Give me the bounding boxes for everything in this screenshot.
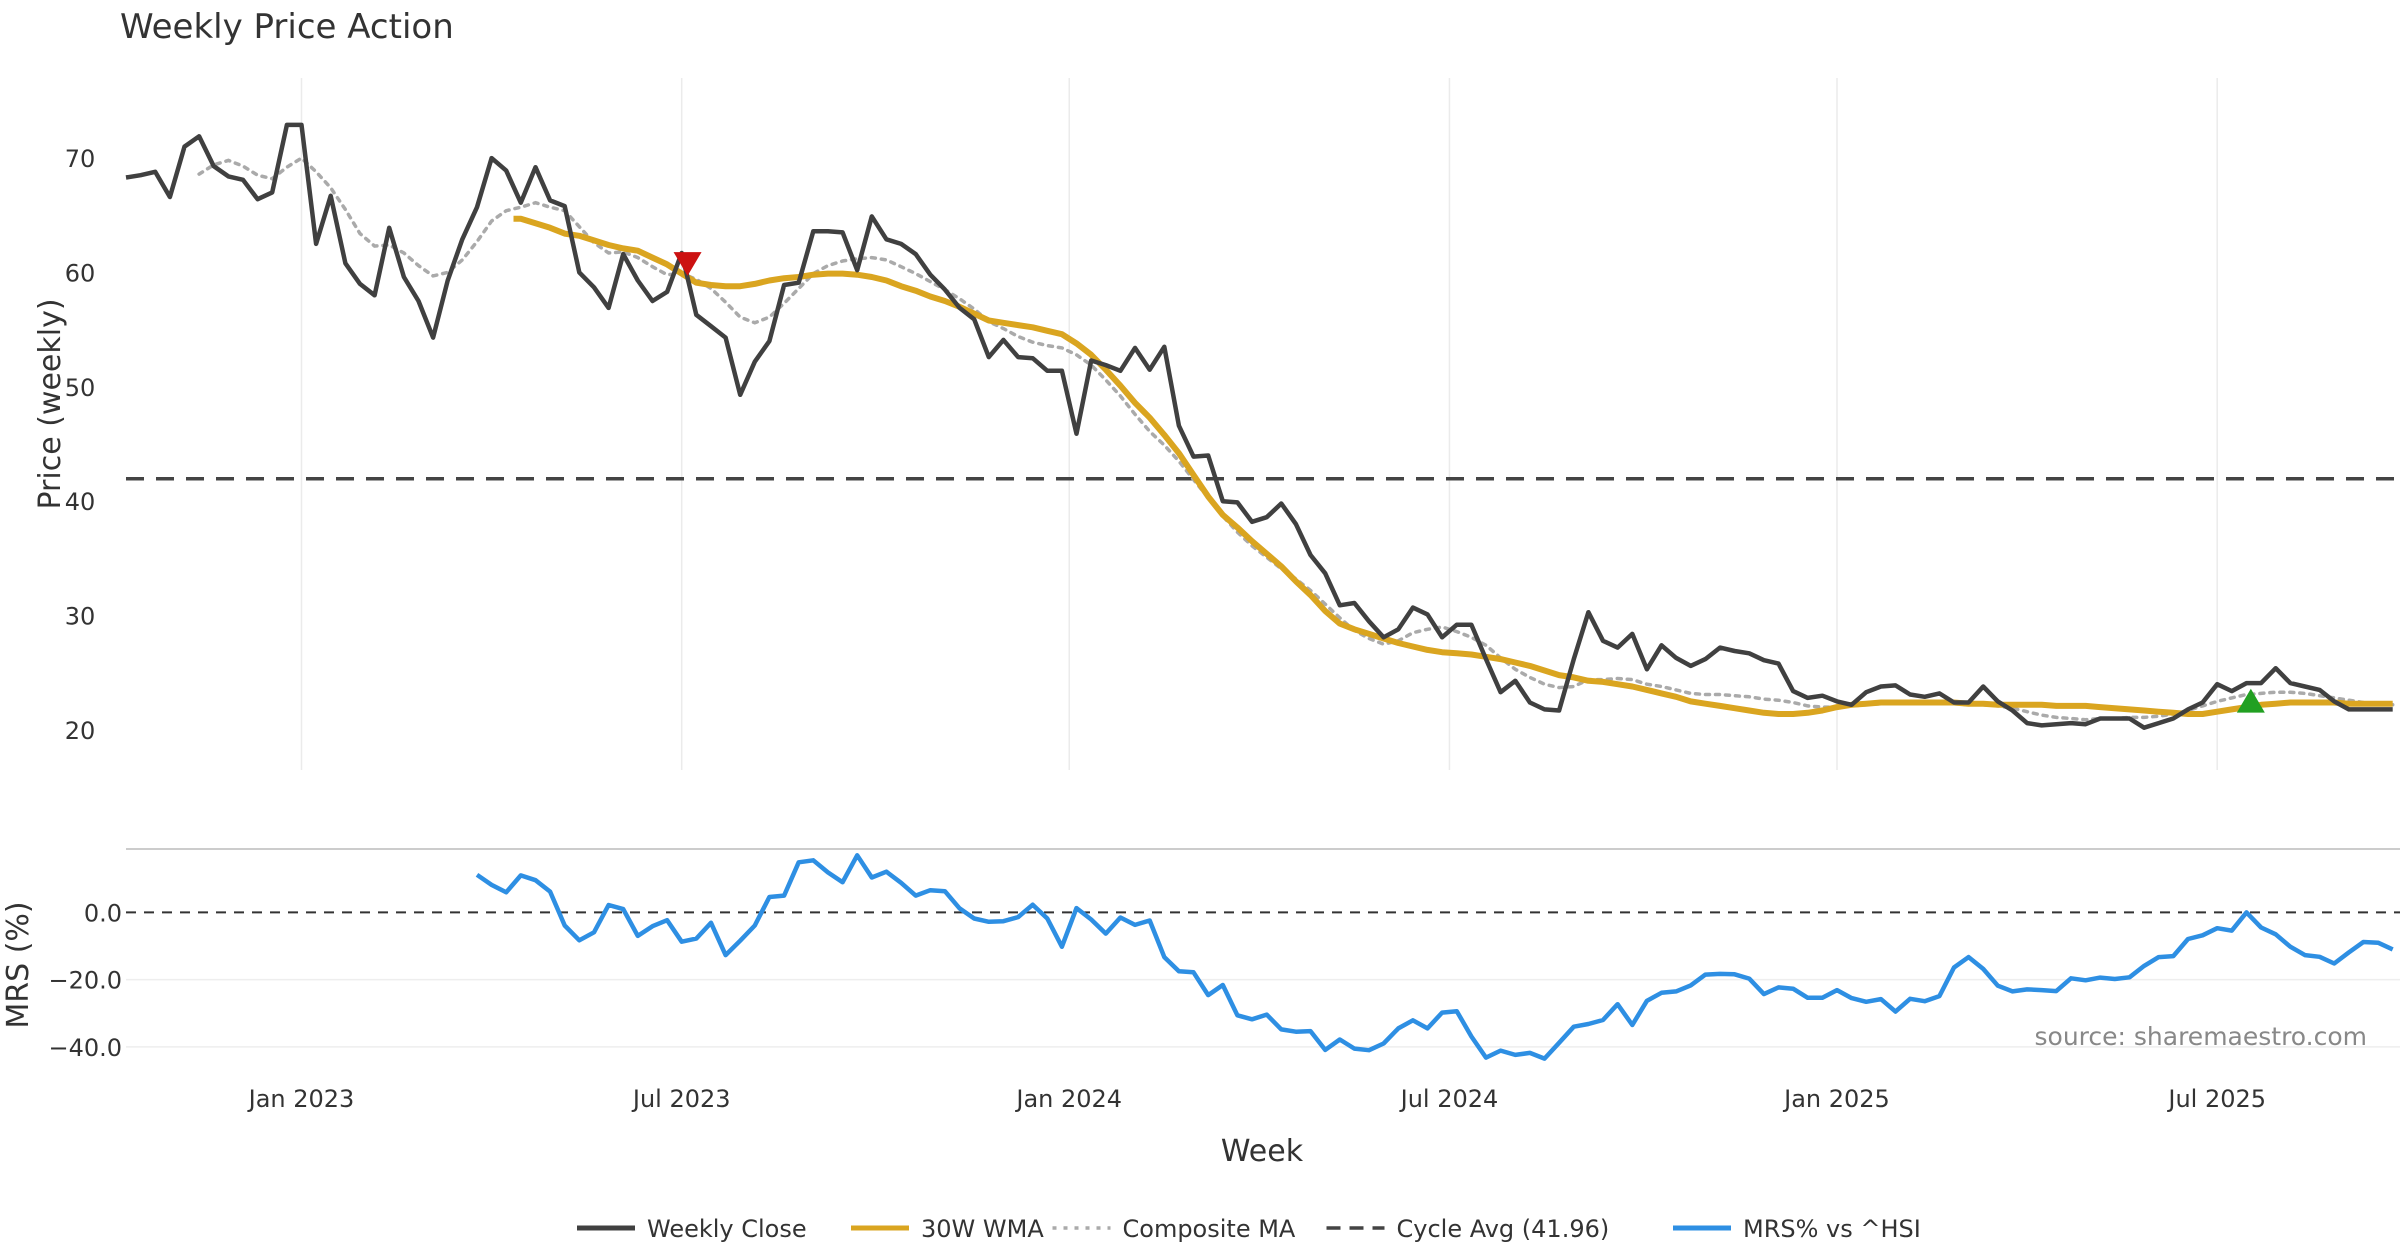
mrs-y-tick-label: −40.0 xyxy=(48,1034,122,1062)
chart-title: Weekly Price Action xyxy=(120,7,454,47)
x-tick-label: Jan 2025 xyxy=(1782,1085,1890,1113)
mrs-y-tick-label: 0.0 xyxy=(84,899,122,927)
legend-label: MRS% vs ^HSI xyxy=(1743,1215,1921,1243)
price-y-axis-label: Price (weekly) xyxy=(33,298,68,509)
mrs-y-tick-label: −20.0 xyxy=(48,967,122,995)
legend-label: Cycle Avg (41.96) xyxy=(1397,1215,1610,1243)
price-y-tick-label: 60 xyxy=(65,259,96,287)
mrs-line xyxy=(475,853,2394,1061)
x-tick-label: Jan 2024 xyxy=(1014,1085,1122,1113)
buy-signal-marker xyxy=(2236,688,2265,713)
series xyxy=(125,122,2395,1061)
x-tick-label: Jan 2023 xyxy=(247,1085,355,1113)
x-tick-label: Jul 2024 xyxy=(1399,1085,1499,1113)
x-tick-label: Jul 2025 xyxy=(2166,1085,2266,1113)
legend-label: Weekly Close xyxy=(647,1215,807,1243)
price-y-tick-label: 70 xyxy=(65,145,96,173)
price-y-tick-label: 40 xyxy=(65,488,96,516)
x-axis-label: Week xyxy=(1221,1134,1304,1169)
x-tick-label: Jul 2023 xyxy=(631,1085,731,1113)
price-y-tick-label: 30 xyxy=(65,603,96,631)
reference-lines xyxy=(126,477,2400,914)
signal-markers xyxy=(673,252,2265,713)
gridlines xyxy=(126,78,2400,1048)
legend-label: Composite MA xyxy=(1123,1215,1296,1243)
source-credit: source: sharemaestro.com xyxy=(2035,1022,2368,1051)
axes: Jan 2023 Jul 2023 Jan 2024 Jul 2024 Jan 2025… xyxy=(48,145,2266,1113)
wma-30w-line xyxy=(513,215,2393,717)
price-y-tick-label: 20 xyxy=(65,717,96,745)
sell-signal-marker xyxy=(673,252,702,276)
legend-label: 30W WMA xyxy=(921,1215,1044,1243)
price-y-tick-label: 50 xyxy=(65,374,96,402)
mrs-y-axis-label: MRS (%) xyxy=(1,901,36,1028)
legend: Weekly Close 30W WMA Composite MA Cycle Avg… xyxy=(577,1215,1921,1243)
weekly-close-line xyxy=(125,122,2393,730)
